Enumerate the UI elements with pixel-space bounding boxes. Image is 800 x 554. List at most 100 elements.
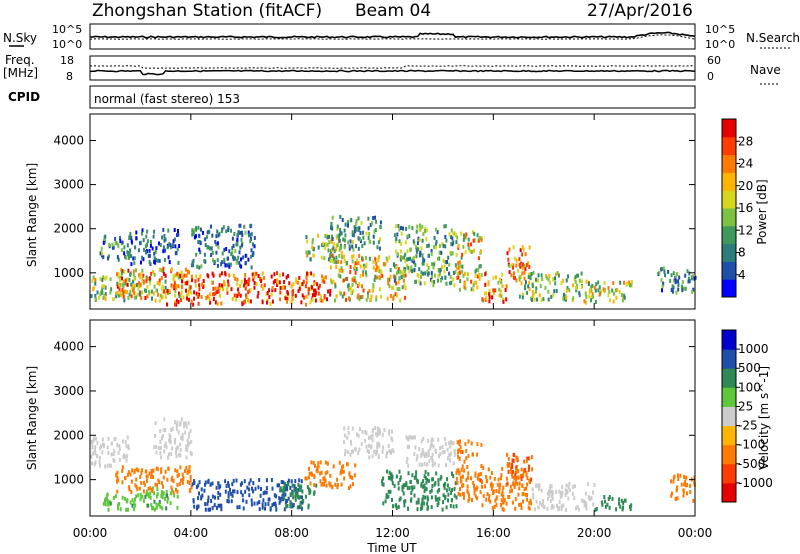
heatmap-cell (550, 484, 553, 489)
heatmap-cell (590, 288, 593, 293)
heatmap-cell (435, 227, 438, 232)
heatmap-cell (386, 469, 389, 474)
heatmap-cell (159, 439, 162, 444)
heatmap-cell (421, 253, 424, 258)
heatmap-cell (622, 505, 624, 510)
heatmap-cell (202, 285, 205, 289)
heatmap-cell (677, 282, 680, 287)
heatmap-cell (130, 254, 133, 259)
heatmap-cell (248, 481, 251, 486)
heatmap-cell (396, 232, 399, 237)
heatmap-cell (448, 262, 451, 267)
heatmap-cell (404, 269, 406, 274)
heatmap-cell (199, 274, 202, 279)
heatmap-cell (541, 277, 544, 282)
cpid-label: CPID (8, 90, 40, 104)
heatmap-cell (329, 254, 332, 259)
heatmap-cell (308, 471, 311, 476)
heatmap-cell (249, 232, 252, 237)
heatmap-cell (462, 237, 465, 242)
heatmap-cell (385, 454, 388, 459)
heatmap-cell (162, 428, 165, 433)
heatmap-cell (244, 286, 247, 291)
heatmap-cell (146, 242, 148, 247)
heatmap-cell (430, 271, 433, 275)
heatmap-cell (162, 271, 165, 276)
heatmap-cell (94, 460, 97, 465)
heatmap-cell (330, 237, 333, 242)
heatmap-cell (540, 488, 543, 493)
heatmap-cell (182, 275, 185, 279)
heatmap-cell (532, 270, 535, 275)
heatmap-cell (180, 290, 183, 295)
heatmap-cell (512, 245, 515, 250)
heatmap-cell (305, 275, 308, 279)
heatmap-cell (333, 259, 336, 264)
heatmap-cell (367, 216, 370, 221)
heatmap-cell (423, 281, 426, 286)
heatmap-cell (239, 230, 241, 235)
colorbar-swatch (722, 330, 736, 350)
heatmap-cell (362, 270, 365, 275)
heatmap-cell (386, 277, 389, 282)
heatmap-cell (149, 243, 152, 248)
heatmap-cell (160, 268, 163, 273)
heatmap-cell (327, 248, 330, 253)
heatmap-cell (124, 289, 126, 294)
heatmap-cell (455, 471, 458, 476)
heatmap-cell (155, 246, 158, 251)
heatmap-cell (423, 474, 426, 479)
heatmap-cell (304, 494, 307, 499)
heatmap-cell (487, 467, 490, 472)
heatmap-cell (621, 293, 623, 297)
heatmap-cell (459, 487, 461, 492)
heatmap-cell (134, 483, 137, 488)
heatmap-cell (285, 499, 288, 503)
heatmap-cell (299, 487, 302, 492)
heatmap-cell (187, 288, 190, 293)
heatmap-cell (244, 261, 247, 266)
heatmap-cell (453, 283, 456, 288)
heatmap-cell (162, 227, 165, 232)
heatmap-cell (294, 497, 297, 502)
heatmap-cell (420, 439, 423, 444)
heatmap-cell (323, 256, 326, 261)
heatmap-cell (681, 284, 683, 289)
heatmap-cell (565, 288, 568, 293)
heatmap-cell (427, 243, 430, 248)
heatmap-cell (144, 244, 147, 249)
heatmap-cell (379, 237, 382, 242)
heatmap-cell (293, 484, 296, 489)
heatmap-cell (142, 280, 145, 285)
heatmap-cell (425, 228, 428, 233)
heatmap-cell (551, 489, 554, 494)
heatmap-cell (354, 261, 357, 266)
heatmap-cell (365, 444, 368, 449)
heatmap-cell (188, 465, 191, 469)
heatmap-cell (247, 233, 250, 238)
heatmap-cell (381, 482, 384, 487)
heatmap-cell (261, 505, 264, 510)
heatmap-cell (222, 287, 225, 292)
heatmap-cell (529, 276, 532, 281)
heatmap-cell (467, 493, 470, 498)
heatmap-cell (96, 441, 99, 445)
heatmap-cell (378, 269, 381, 274)
heatmap-cell (447, 255, 450, 260)
heatmap-cell (223, 282, 226, 287)
heatmap-cell (686, 491, 688, 496)
heatmap-cell (278, 483, 280, 488)
heatmap-cell (502, 485, 505, 490)
heatmap-cell (98, 455, 101, 460)
heatmap-cell (355, 280, 358, 285)
heatmap-cell (186, 281, 189, 285)
heatmap-cell (296, 280, 299, 285)
heatmap-cell (349, 265, 352, 269)
heatmap-cell (188, 284, 191, 289)
heatmap-cell (611, 496, 614, 501)
heatmap-cell (258, 507, 261, 512)
heatmap-cell (216, 289, 219, 294)
heatmap-cell (311, 285, 313, 290)
heatmap-cell (323, 476, 326, 481)
heatmap-cell (572, 296, 575, 301)
